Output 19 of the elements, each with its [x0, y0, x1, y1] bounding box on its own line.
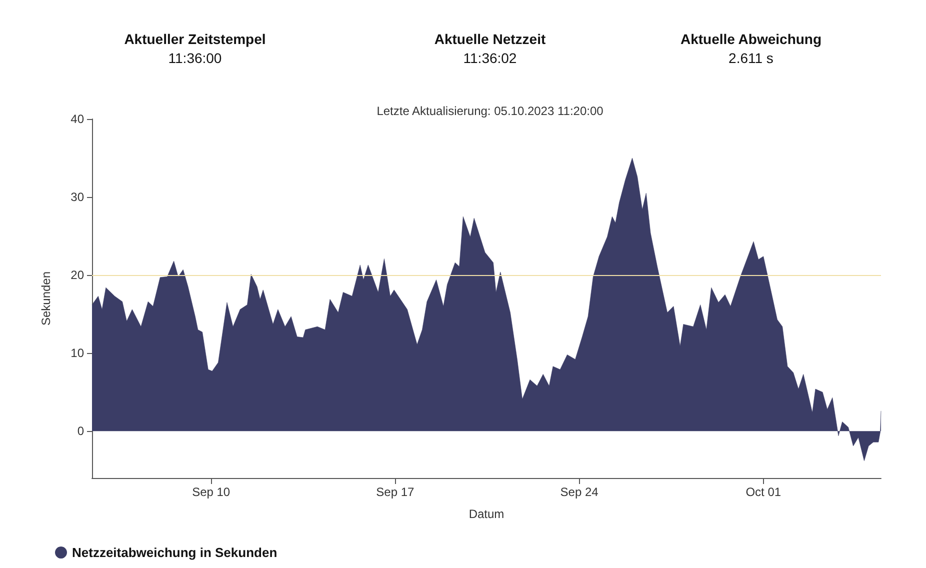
text: 11:36:00: [168, 50, 222, 66]
text: Aktuelle Abweichung: [679, 30, 823, 49]
y-tick-label: 0: [77, 424, 84, 438]
y-tick-label: 30: [70, 190, 84, 204]
x-tick-label: Sep 10: [192, 485, 230, 499]
legend-label: Netzzeitabweichung in Sekunden: [72, 545, 278, 560]
x-tick-label: Oct 01: [746, 485, 782, 499]
text: Letzte Aktualisierung: 05.10.2023 11:20:00: [376, 104, 604, 118]
text: 2.611 s: [728, 50, 774, 66]
text: Aktuelle Netzzeit: [433, 30, 547, 49]
x-axis-title: Datum: [468, 507, 504, 521]
y-tick-label: 10: [70, 346, 84, 360]
y-axis-title: Sekunden: [39, 271, 53, 326]
y-tick-label: 20: [70, 268, 84, 282]
x-tick-label: Sep 17: [376, 485, 415, 499]
x-tick-label: Sep 24: [560, 485, 599, 499]
text: 11:36:02: [463, 50, 517, 66]
y-tick-label: 40: [70, 112, 84, 126]
text: Aktueller Zeitstempel: [123, 30, 267, 49]
